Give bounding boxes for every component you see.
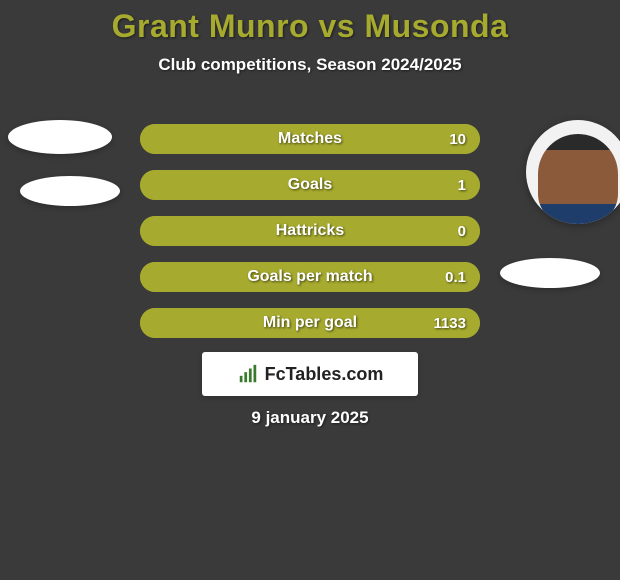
- stat-bar-value: 1: [458, 177, 466, 194]
- stat-bar-value: 0.1: [445, 269, 466, 286]
- brand-label: FcTables.com: [265, 364, 384, 385]
- stat-bar-label: Hattricks: [140, 222, 480, 240]
- stat-bar: Hattricks0: [140, 216, 480, 246]
- stat-bar: Matches10: [140, 124, 480, 154]
- avatar-face-icon: [538, 134, 618, 224]
- avatar: [526, 120, 620, 224]
- player-right: [526, 120, 620, 224]
- stat-bar: Goals per match0.1: [140, 262, 480, 292]
- stat-bar-value: 10: [449, 131, 466, 148]
- content: Grant Munro vs Musonda Club competitions…: [0, 0, 620, 580]
- chart-icon: [237, 363, 259, 385]
- stat-bar-label: Matches: [140, 130, 480, 148]
- stat-bar: Min per goal1133: [140, 308, 480, 338]
- page-title: Grant Munro vs Musonda: [0, 8, 620, 45]
- stat-bar-label: Goals: [140, 176, 480, 194]
- stat-bar-label: Goals per match: [140, 268, 480, 286]
- brand-badge: FcTables.com: [202, 352, 418, 396]
- page-subtitle: Club competitions, Season 2024/2025: [0, 55, 620, 75]
- stat-bar: Goals1: [140, 170, 480, 200]
- date-label: 9 january 2025: [0, 408, 620, 428]
- stat-bar-value: 1133: [433, 315, 466, 332]
- stat-bar-value: 0: [458, 223, 466, 240]
- stat-bars: Matches10Goals1Hattricks0Goals per match…: [140, 124, 480, 354]
- stat-bar-label: Min per goal: [140, 314, 480, 332]
